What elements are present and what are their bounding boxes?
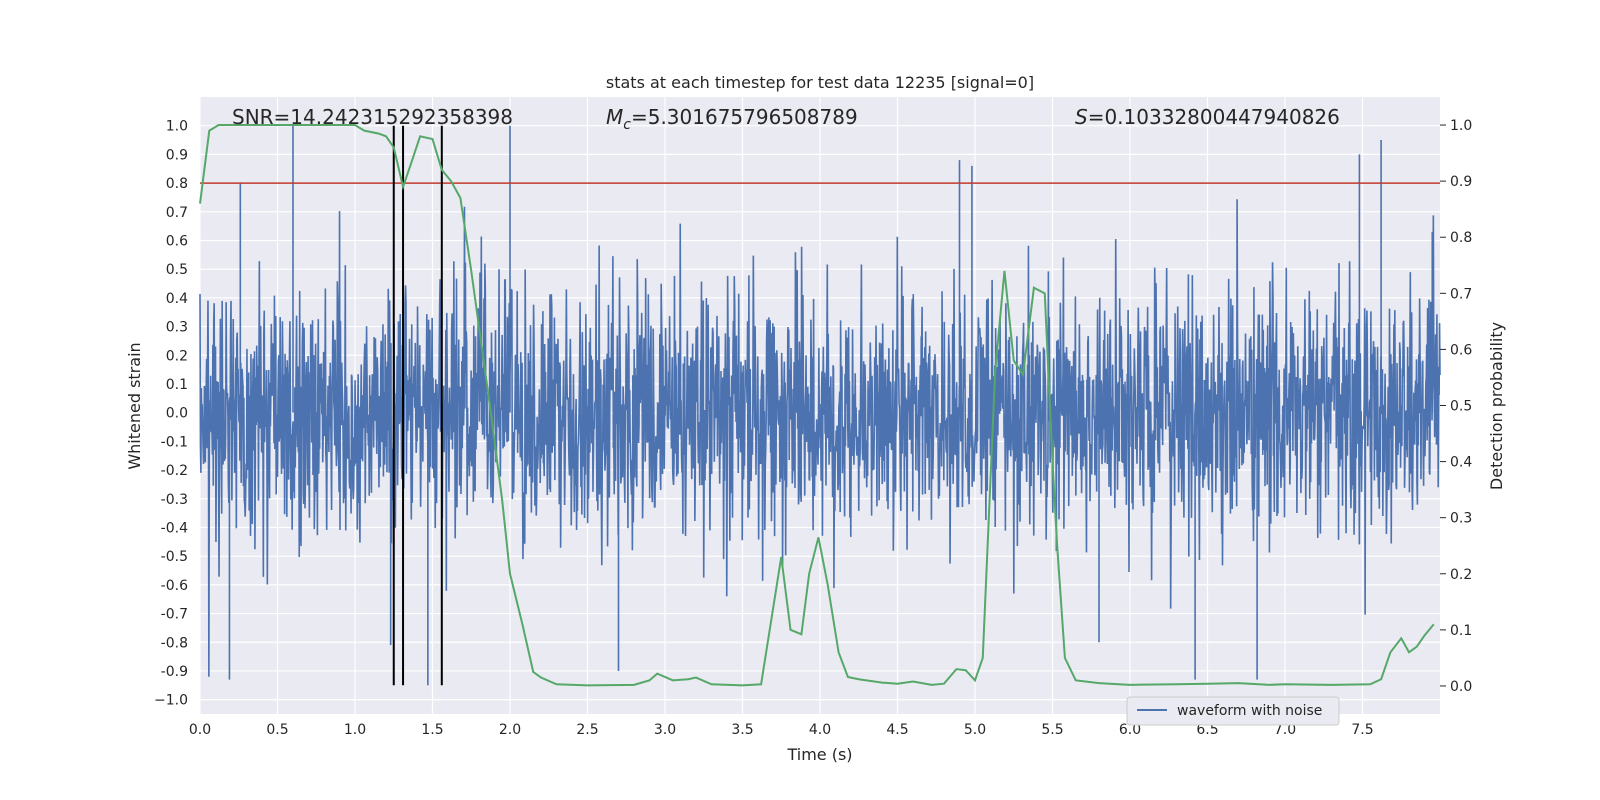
y-left-tick-label: 0.2	[166, 348, 188, 364]
chirp-mass-annotation: Mc=5.301675796508789	[606, 105, 858, 133]
x-tick-label: 4.0	[809, 722, 831, 738]
waveform-series	[199, 125, 1441, 686]
y-left-tick-label: 0.1	[166, 377, 188, 393]
chirp-mass-subscript: c	[623, 117, 631, 133]
y-left-tick-label: -0.5	[161, 549, 188, 565]
x-tick-label: 3.0	[654, 722, 676, 738]
y-right-tick-label: 0.6	[1450, 342, 1472, 358]
x-tick-label: 3.5	[731, 722, 753, 738]
x-tick-label: 1.0	[344, 722, 366, 738]
x-tick-label: 6.0	[1119, 722, 1141, 738]
y-right-tick-label: 0.8	[1450, 230, 1472, 246]
y-left-tick-label: 0.5	[166, 262, 188, 278]
y-right-tick-label: 0.5	[1450, 399, 1472, 415]
y-left-tick-label: -0.3	[161, 492, 188, 508]
y-right-axis-label: Detection probability	[1487, 322, 1506, 490]
y-left-tick-label: -0.1	[161, 434, 188, 450]
y-right-tick-label: 0.7	[1450, 286, 1472, 302]
x-tick-label: 5.0	[964, 722, 986, 738]
y-right-tick-label: 0.2	[1450, 567, 1472, 583]
event-markers	[392, 125, 443, 686]
x-tick-label: 5.5	[1041, 722, 1063, 738]
y-right-tick-label: 0.4	[1450, 455, 1472, 471]
y-left-tick-label: −1.0	[154, 693, 188, 709]
s-annotation: S=0.10332800447940826	[1075, 105, 1340, 129]
legend-box	[1126, 696, 1340, 726]
x-tick-label: 2.5	[576, 722, 598, 738]
y-left-tick-label: -0.8	[161, 635, 188, 651]
s-symbol: S	[1075, 105, 1088, 129]
x-tick-label: 6.5	[1196, 722, 1218, 738]
x-tick-label: 7.0	[1274, 722, 1296, 738]
x-axis-label: Time (s)	[786, 745, 852, 764]
y-right-tick-label: 1.0	[1450, 118, 1472, 134]
y-left-tick-label: 1.0	[166, 119, 188, 135]
y-right-tick-label: 0.1	[1450, 623, 1472, 639]
y-right-tick-label: 0.0	[1450, 679, 1472, 695]
y-left-tick-label: -0.6	[161, 578, 188, 594]
detection-probability-line	[199, 124, 1435, 687]
legend: waveform with noise	[1126, 696, 1340, 726]
x-tick-label: 0.5	[266, 722, 288, 738]
x-tick-label: 1.5	[421, 722, 443, 738]
x-tick-label: 4.5	[886, 722, 908, 738]
y-left-ticks: 1.0 0.9 0.8 0.7 0.6 0.5 0.4 0.3 0.2 0.1 0.0 -0.1 -0.…	[154, 119, 188, 709]
y-right-tick-label: 0.9	[1450, 174, 1472, 190]
y-right-tick-label: 0.3	[1450, 511, 1472, 527]
y-left-tick-label: 0.8	[166, 176, 188, 192]
s-value: =0.10332800447940826	[1088, 105, 1340, 129]
y-left-axis-label: Whitened strain	[125, 342, 144, 469]
y-left-tick-label: 0.7	[166, 205, 188, 221]
y-left-tick-label: 0.4	[166, 291, 188, 307]
x-tick-label: 7.5	[1351, 722, 1373, 738]
y-left-tick-label: 0.6	[166, 233, 188, 249]
waveform-trace	[199, 199, 1441, 677]
legend-label: waveform with noise	[1177, 703, 1322, 719]
y-left-tick-label: -0.7	[161, 607, 188, 623]
chart-title: stats at each timestep for test data 122…	[606, 73, 1034, 92]
y-right-ticks: 1.0 0.9 0.8 0.7 0.6 0.5 0.4 0.3 0.2 0.1 0.0	[1440, 118, 1472, 695]
snr-annotation: SNR=14.242315292358398	[232, 105, 513, 129]
x-axis-ticks: 0.0 0.5 1.0 1.5 2.0 2.5 3.0 3.5 4.0 4.5 5.0 5.5 6.0 6…	[189, 722, 1374, 738]
chirp-mass-symbol: M	[606, 105, 623, 129]
y-left-tick-label: 0.0	[166, 406, 188, 422]
y-left-tick-label: -0.9	[161, 664, 188, 680]
x-tick-label: 2.0	[499, 722, 521, 738]
y-left-tick-label: 0.9	[166, 147, 188, 163]
chirp-mass-value: =5.301675796508789	[631, 105, 858, 129]
y-left-tick-label: 0.3	[166, 320, 188, 336]
x-tick-label: 0.0	[189, 722, 211, 738]
y-left-tick-label: -0.4	[161, 520, 188, 536]
y-left-tick-label: -0.2	[161, 463, 188, 479]
